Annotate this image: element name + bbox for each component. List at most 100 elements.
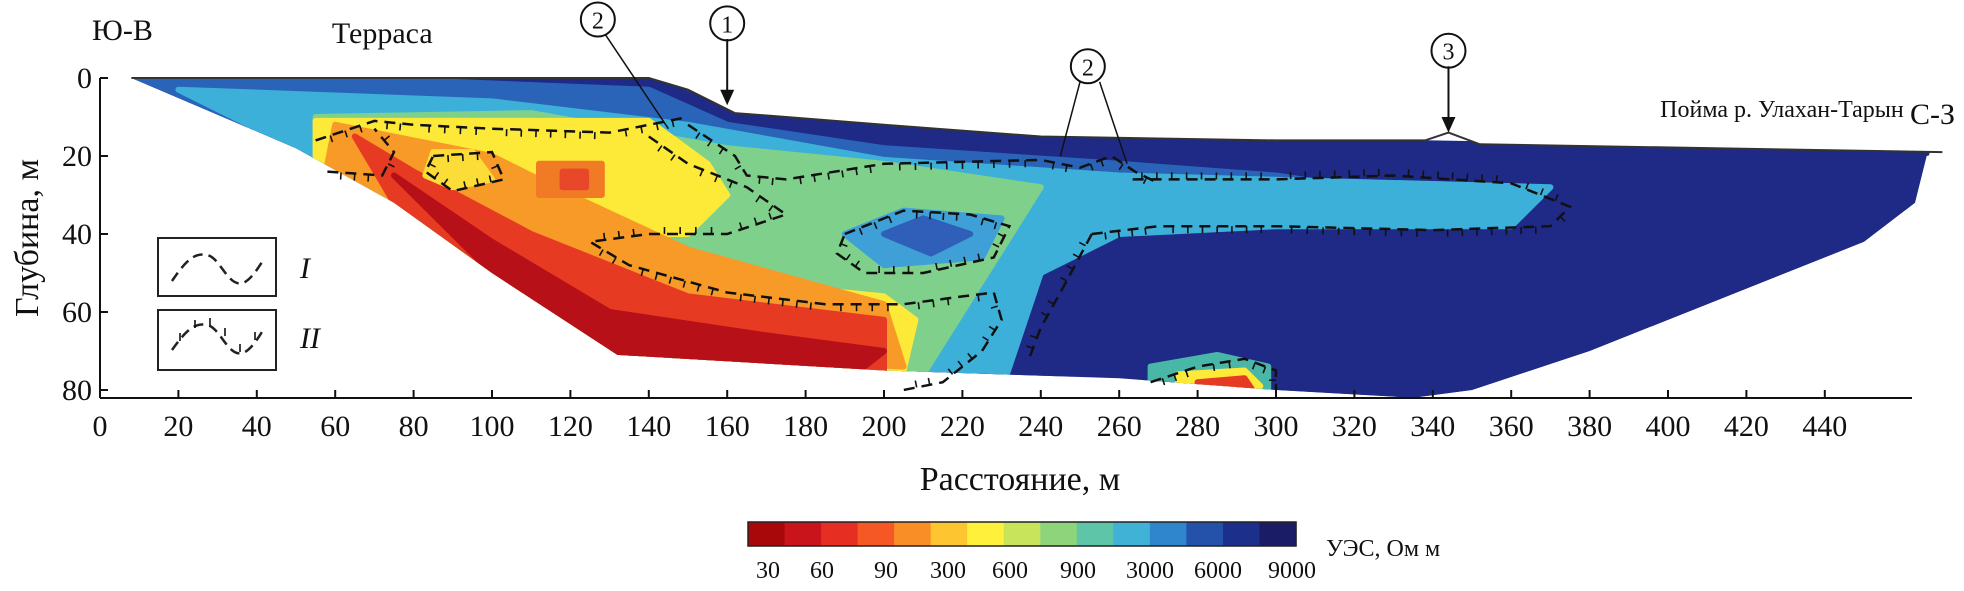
contour-tick [842, 170, 843, 177]
marker-number-1: 1 [721, 12, 733, 38]
x-tick-label: 0 [93, 410, 108, 443]
x-tick-label: 300 [1254, 410, 1299, 443]
contour-tick [400, 124, 401, 131]
contour-tick [915, 381, 916, 388]
direction-left-label: Ю-В [92, 14, 153, 47]
contour-tick [933, 300, 934, 307]
colorbar-tick-label: 3000 [1126, 558, 1174, 584]
colorbar-cells [748, 522, 1297, 546]
y-tick-label: 80 [62, 374, 92, 407]
contour-tick [1132, 229, 1133, 236]
contour-tick [796, 301, 797, 308]
colorbar-tick-label: 90 [874, 558, 898, 584]
legend-label-II: II [299, 322, 322, 355]
annotation-label-1: Пойма р. Улахан-Тарын [1660, 97, 1904, 123]
legend-box-II [158, 310, 276, 370]
contour-tick [1145, 228, 1146, 235]
contour-tick [870, 166, 871, 173]
colorbar-cell-11 [1150, 522, 1187, 546]
marker-number-3: 3 [1442, 40, 1454, 66]
colorbar-cell-6 [967, 522, 1004, 546]
contour-tick [740, 294, 741, 301]
colorbar-cell-8 [1040, 522, 1077, 546]
annotation-label-0: Терраса [332, 17, 433, 50]
marker-number-2: 2 [1082, 55, 1094, 81]
colorbar-tick-label: 9000 [1268, 558, 1316, 584]
marker-1-arrowhead [720, 90, 734, 106]
y-tick-label: 20 [62, 140, 92, 173]
colorbar: 30 60 90 300 600 900 3000 6000 9000 УЭС, Ом м [748, 522, 1440, 584]
colorbar-tick-label: 600 [992, 558, 1028, 584]
colorbar-tick-labels: 30 60 90 300 600 900 3000 6000 9000 [756, 558, 1316, 584]
contour-tick [754, 296, 755, 303]
colorbar-title: УЭС, Ом м [1326, 536, 1440, 562]
contour-tick [856, 168, 857, 175]
colorbar-tick-label: 60 [810, 558, 834, 584]
x-tick-label: 360 [1489, 410, 1534, 443]
x-tick-label: 140 [626, 410, 671, 443]
line-legend: I II [158, 238, 322, 370]
x-tick-label: 240 [1018, 410, 1063, 443]
contour-tick [604, 233, 605, 240]
x-tick-label: 80 [399, 410, 429, 443]
colorbar-cell-7 [1004, 522, 1041, 546]
x-tick-label: 380 [1567, 410, 1612, 443]
y-axis-title: Глубина, м [9, 159, 46, 317]
x-tick-label: 260 [1097, 410, 1142, 443]
fill-region-15 [1198, 378, 1253, 390]
contour-tick [1229, 361, 1230, 368]
colorbar-cell-13 [1223, 522, 1260, 546]
x-tick-label: 20 [163, 410, 193, 443]
marker-number-2: 2 [592, 9, 604, 35]
x-tick-label: 60 [320, 410, 350, 443]
colorbar-cell-10 [1113, 522, 1150, 546]
colorbar-cell-14 [1259, 522, 1296, 546]
y-tick-label: 0 [77, 62, 92, 95]
x-tick-label: 220 [940, 410, 985, 443]
contour-tick [759, 177, 760, 184]
x-tick-label: 420 [1724, 410, 1769, 443]
colorbar-cell-5 [931, 522, 968, 546]
x-tick-label: 280 [1175, 410, 1220, 443]
colorbar-cell-2 [821, 522, 858, 546]
marker-3-arrowhead [1441, 117, 1455, 133]
y-tick-label: 40 [62, 218, 92, 251]
x-tick-label: 100 [470, 410, 515, 443]
contour-tick [387, 122, 388, 129]
x-tick-label: 160 [705, 410, 750, 443]
colorbar-cell-9 [1077, 522, 1114, 546]
legend-label-I: I [299, 252, 312, 285]
contour-tick [800, 177, 801, 184]
colorbar-tick-label: 300 [930, 558, 966, 584]
contour-tick [828, 173, 829, 180]
x-tick-label: 120 [548, 410, 593, 443]
colorbar-tick-label: 30 [756, 558, 780, 584]
y-tick-label: 60 [62, 296, 92, 329]
contour-tick [814, 175, 815, 182]
contour-tick [768, 298, 769, 305]
contour-tick [1118, 231, 1119, 238]
contour-tick [948, 298, 949, 305]
contour-tick [810, 303, 811, 310]
x-tick-label: 320 [1332, 410, 1377, 443]
colorbar-cell-3 [858, 522, 895, 546]
colorbar-cell-12 [1186, 522, 1223, 546]
colorbar-cell-1 [785, 522, 822, 546]
direction-right-label: С-З [1910, 98, 1955, 131]
contour-tick [978, 294, 979, 301]
contour-tick [772, 178, 773, 185]
contour-tick [918, 302, 919, 309]
colorbar-tick-label: 6000 [1194, 558, 1242, 584]
contour-tick [633, 229, 634, 236]
x-axis-title: Расстояние, м [920, 461, 1121, 498]
x-tick-label: 200 [862, 410, 907, 443]
fill-region-11 [563, 172, 587, 188]
x-tick-label: 400 [1646, 410, 1691, 443]
contour-tick [1105, 232, 1106, 239]
colorbar-cell-0 [748, 522, 785, 546]
contour-tick [1213, 364, 1214, 371]
colorbar-tick-label: 900 [1060, 558, 1096, 584]
contour-tick [618, 231, 619, 238]
